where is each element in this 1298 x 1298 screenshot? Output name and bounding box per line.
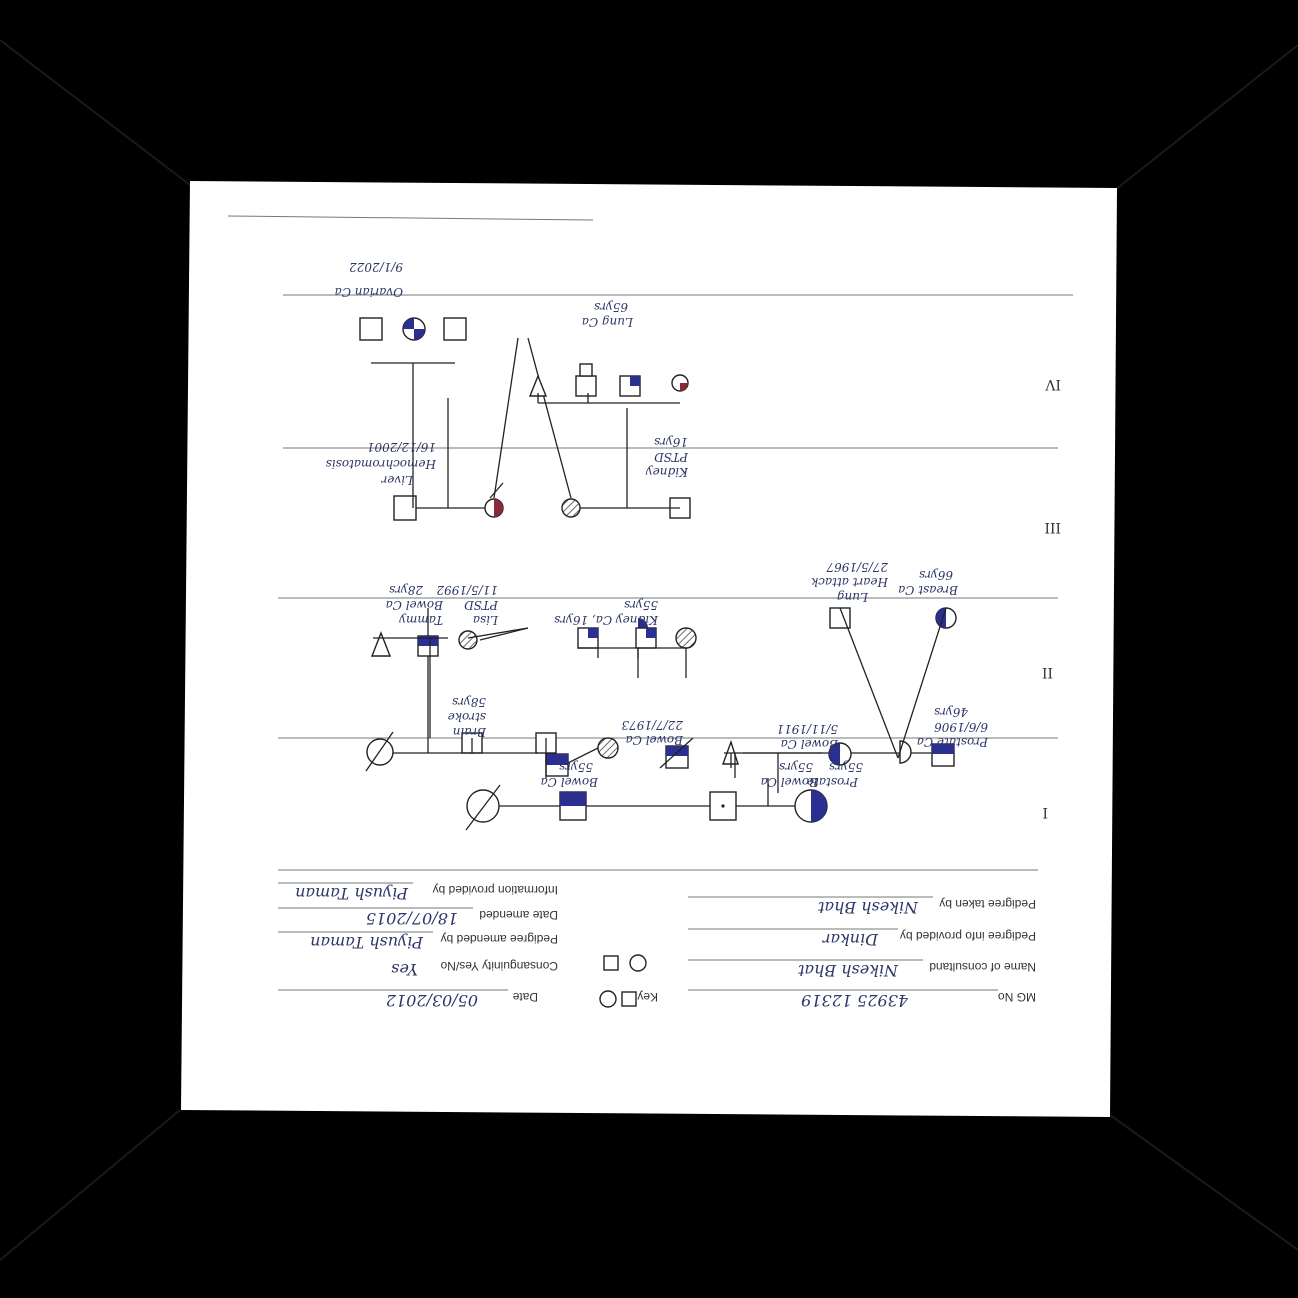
note-6: 65yrs — [594, 300, 628, 314]
info-by-label: Pedigree info provided by — [900, 929, 1036, 943]
note-4: 9/1/2022 — [349, 260, 403, 274]
info-provided-value: Piyush Taman — [295, 884, 409, 903]
note-24: 11/5/1992 — [436, 583, 498, 597]
page-content: MG No 43925 12319 Name of consultand Nik… — [227, 215, 1073, 1010]
note-5: Lung Ca — [582, 315, 634, 329]
note-39: 55yrs — [559, 760, 593, 774]
note-25: 28yrs — [389, 583, 424, 597]
note-18: Kidney Ca, 16yrs — [554, 613, 659, 627]
date-value: 05/03/2012 — [386, 991, 478, 1010]
key-male-square — [621, 991, 637, 1007]
key-female-circle — [599, 990, 617, 1008]
note-36: Prostate — [807, 775, 859, 789]
note-26: Brain — [453, 725, 487, 739]
note-28: 58yrs — [452, 695, 486, 709]
note-22: PTSD — [464, 598, 499, 612]
note-30: 22/7/1973 — [621, 718, 684, 732]
gen5-male-2 — [359, 317, 383, 341]
note-21: Tammy — [399, 613, 443, 627]
info-by-value: Dinkar — [822, 930, 879, 949]
note-14: 66yrs — [919, 568, 953, 582]
note-35: 46yrs — [934, 705, 969, 719]
key-male-square-2 — [603, 955, 619, 971]
note-33: Prostate Ca — [917, 735, 989, 749]
note-19: 55yrs — [624, 598, 658, 612]
note-17: 27/5/1967 — [826, 560, 889, 574]
generation-rules — [227, 215, 1073, 739]
date-amended-label: Date amended — [479, 908, 558, 922]
form-header: MG No 43925 12319 Name of consultand Nik… — [278, 869, 1038, 1010]
gen2-deceased-2 — [366, 738, 394, 766]
note-13: Breast Ca — [898, 583, 959, 597]
note-3: Ovarian Ca — [335, 285, 403, 299]
generation-label-4: IV — [1044, 376, 1061, 392]
mg-no-value: 43925 12319 — [801, 991, 909, 1010]
gen4-female-hatched — [561, 498, 581, 518]
generation-5 — [359, 317, 467, 508]
generation-2 — [365, 608, 955, 793]
date-label: Date — [512, 990, 538, 1004]
date-amended-value: 18/07/2015 — [366, 909, 458, 928]
generation-label-3: III — [1044, 519, 1061, 535]
note-27: stroke — [448, 710, 486, 724]
amended-by-label: Pedigree amended by — [441, 932, 558, 946]
gen3-female-hatched — [675, 627, 697, 649]
mg-no-label: MG No — [998, 990, 1036, 1004]
note-2: 55yrs — [779, 760, 813, 774]
consanguinity-value: Yes — [391, 960, 418, 979]
gen1-deceased-circle — [466, 789, 500, 823]
taken-by-value: Nikesh Bhat — [818, 898, 919, 917]
consanguinity-label: Consanguinity Yes/No — [440, 959, 558, 973]
gen5-male-1 — [443, 317, 467, 341]
note-38: Bowel Ca — [541, 775, 599, 789]
consultand-value: Nikesh Bhat — [798, 961, 899, 980]
generation-3 — [370, 607, 957, 759]
annotations: Bowel Ca 55yrs Ovarian Ca 9/1/2022 Lung … — [326, 260, 989, 789]
generation-label-2: II — [1042, 664, 1053, 680]
gen4-male-3 — [575, 375, 597, 397]
note-34: 6/6/1906 — [934, 720, 988, 734]
note-16: Heart attack — [811, 575, 889, 589]
generation-label-1: I — [1042, 804, 1048, 820]
note-1: Bowel Ca — [761, 775, 819, 789]
amended-by-value: Piyush Taman — [310, 933, 424, 952]
note-9: 16yrs — [654, 435, 688, 449]
generation-1 — [465, 778, 828, 831]
note-8: PTSD — [654, 450, 689, 464]
note-7: Kidney — [646, 465, 689, 479]
consultand-label: Name of consultand — [929, 960, 1036, 974]
note-11: Hemochromatosis — [326, 457, 437, 471]
note-15: Lung — [837, 590, 869, 604]
note-32: 5/11/1911 — [776, 722, 838, 736]
note-31: Bowel Ca — [781, 737, 839, 751]
gen2-female-hatched — [597, 737, 619, 759]
key-female-circle-2 — [629, 954, 647, 972]
taken-by-label: Pedigree taken by — [939, 897, 1036, 911]
generation-4 — [393, 337, 691, 521]
gen4-male-4 — [579, 363, 593, 377]
note-23: Bowel Ca — [386, 598, 444, 612]
paper-sheet — [181, 181, 1117, 1117]
note-10: Liver — [380, 473, 414, 487]
gen3-female-hatched-2 — [458, 630, 478, 650]
note-20: Lisa — [473, 613, 499, 627]
note-29: Bowel Ca — [626, 733, 684, 747]
note-12: 16/12/2001 — [367, 440, 436, 454]
proband-arrow — [489, 482, 504, 499]
key-label: Key — [637, 990, 658, 1004]
note-37: 55yrs — [829, 760, 863, 774]
scanner-artifacts — [0, 39, 1298, 1261]
info-provided-label: Information provided by — [433, 883, 558, 897]
